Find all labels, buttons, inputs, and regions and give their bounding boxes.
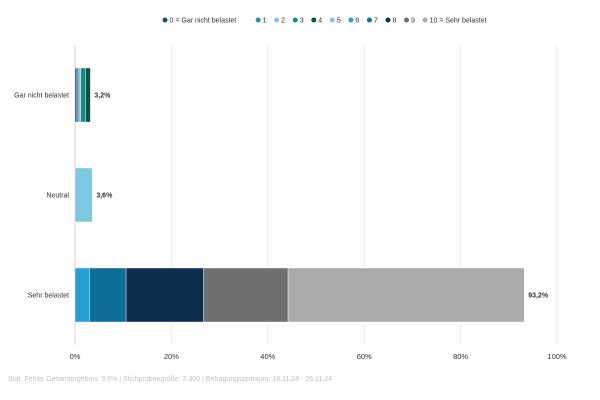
total-label: 3,6% [96, 193, 113, 200]
category-label: Gar nicht belastet [14, 93, 69, 100]
legend-label: 2 [281, 18, 285, 25]
legend-label: 10 = Sehr belastet [430, 18, 487, 25]
legend-marker [385, 17, 391, 23]
total-label: 3,2% [94, 93, 111, 100]
x-tick-label: 20% [164, 352, 179, 361]
bar-segment [287, 267, 525, 323]
x-tick-label: 0% [70, 352, 81, 361]
legend-marker [329, 17, 335, 23]
legend-marker [274, 17, 280, 23]
bars [74, 67, 525, 323]
legend-marker [366, 17, 372, 23]
bar-segment [76, 67, 80, 123]
category-label: Sehr belastet [28, 293, 69, 300]
legend-marker [162, 17, 168, 23]
legend-label: 1 [263, 18, 267, 25]
x-tick-label: 100% [547, 352, 567, 361]
bar-segment [74, 167, 93, 223]
legend-label: 8 [392, 18, 396, 25]
total-label: 93,2% [528, 293, 549, 300]
legend-marker [422, 17, 428, 23]
legend-marker [255, 17, 261, 23]
legend-label: 5 [337, 18, 341, 25]
bar-segment [80, 67, 86, 123]
bar-segment [89, 267, 127, 323]
legend-marker [311, 17, 317, 23]
x-tick-label: 80% [453, 352, 468, 361]
chart-footnote: Stat. Fehler Gesamtergebnis: 3,6% | Stic… [8, 376, 333, 383]
bar-segment [74, 67, 78, 123]
x-tick-label: 60% [357, 352, 372, 361]
x-axis-ticks: 0% 20% 40% 60% 80% 100% [70, 352, 567, 361]
legend-marker [348, 17, 354, 23]
legend-label: 0 = Gar nicht belastet [170, 18, 237, 25]
legend-marker [292, 17, 298, 23]
legend-marker [404, 17, 410, 23]
bar-segment [85, 67, 91, 123]
legend-label: 4 [318, 18, 322, 25]
bar-segment [125, 267, 204, 323]
bar-segment [203, 267, 289, 323]
x-tick-label: 40% [260, 352, 275, 361]
legend-label: 9 [411, 18, 415, 25]
category-label: Neutral [46, 193, 69, 200]
legend-label: 7 [374, 18, 378, 25]
bar-segment [74, 267, 90, 323]
legend: 0 = Gar nicht belastet 1 2 3 4 5 6 7 8 9 10 = Sehr… [162, 17, 487, 25]
bar-segment [78, 67, 81, 123]
category-labels: Gar nicht belastet 3,2% Neutral 3,6% Sehr be… [14, 93, 549, 300]
legend-label: 6 [355, 18, 359, 25]
legend-label: 3 [300, 18, 304, 25]
